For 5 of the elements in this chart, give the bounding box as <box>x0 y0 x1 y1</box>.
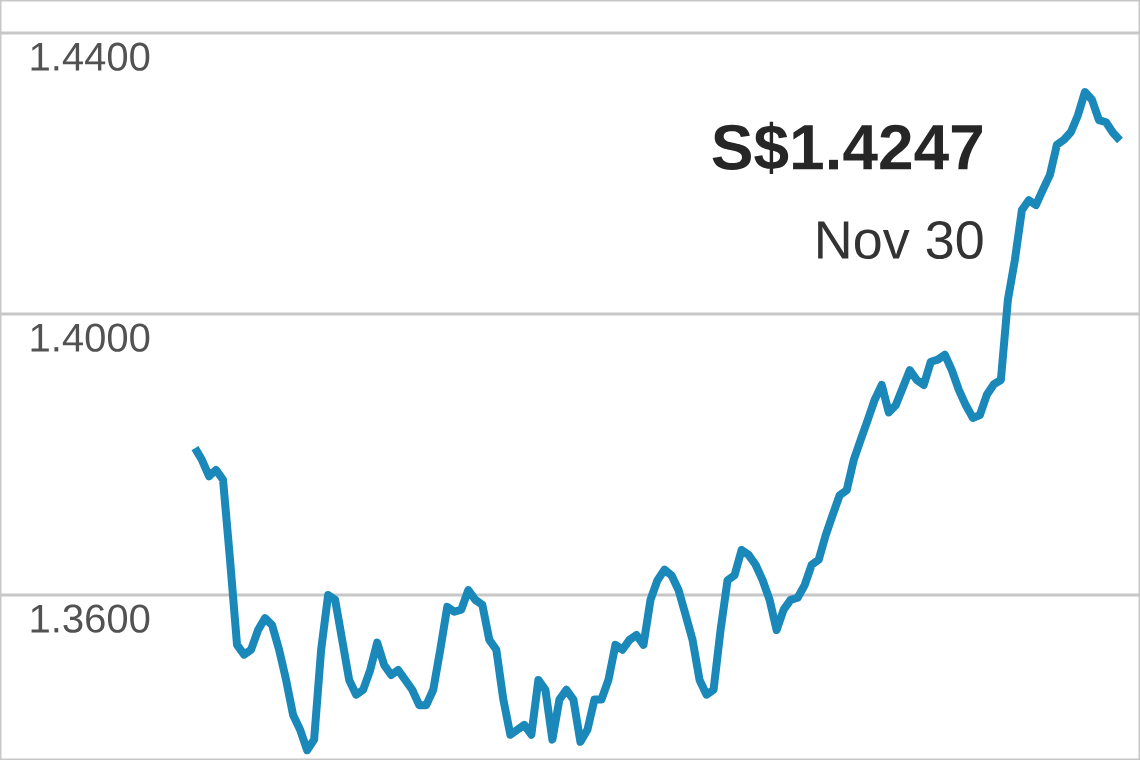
y-tick-label: 1.4000 <box>31 323 150 352</box>
y-tick-label: 1.4400 <box>31 42 150 71</box>
annotation: S$1.4247 <box>712 121 982 175</box>
y-tick-label: 1.3600 <box>31 604 150 633</box>
annotation: Nov 30 <box>818 220 983 260</box>
